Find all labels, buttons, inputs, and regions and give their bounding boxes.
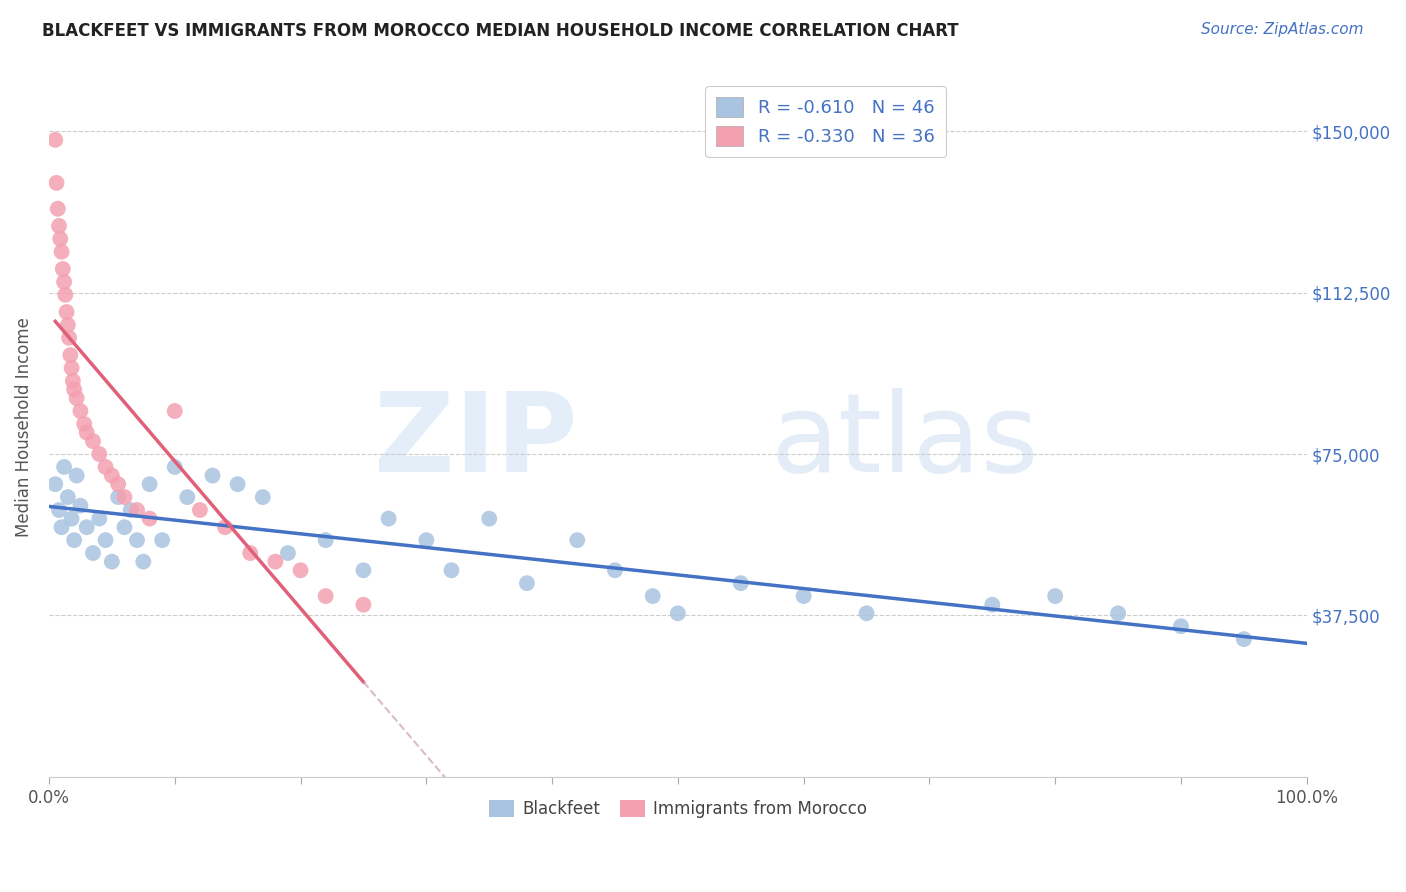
Point (46, 202, 69, 216)
Point (49, 232, 72, 246)
Point (53, 287, 76, 301)
Point (107, 490, 129, 504)
Point (82, 546, 104, 560)
Point (1170, 619, 1192, 633)
Point (59, 348, 82, 362)
Point (666, 607, 689, 621)
Point (264, 555, 287, 569)
Point (52, 262, 75, 277)
Point (125, 533, 148, 548)
Point (66, 391, 89, 405)
Point (567, 533, 589, 548)
Point (44, 133, 66, 147)
Point (101, 555, 124, 569)
Point (94, 460, 117, 475)
Point (163, 460, 186, 475)
Point (82, 434, 104, 449)
Point (94, 533, 117, 548)
Point (125, 503, 148, 517)
Point (63, 533, 86, 548)
Point (377, 511, 399, 525)
Point (55, 305, 77, 319)
Point (730, 576, 752, 591)
Point (107, 477, 129, 491)
Point (1045, 589, 1067, 603)
Point (252, 490, 274, 504)
Point (56, 318, 79, 332)
Point (163, 404, 186, 418)
Point (201, 468, 224, 483)
Point (603, 563, 626, 577)
Point (56, 490, 79, 504)
Point (1233, 632, 1256, 647)
Point (440, 563, 463, 577)
Point (290, 563, 312, 577)
Point (516, 576, 538, 591)
Point (188, 503, 211, 517)
Point (641, 589, 664, 603)
Point (66, 468, 89, 483)
Point (132, 555, 155, 569)
Point (352, 598, 374, 612)
Point (176, 490, 198, 504)
Point (76, 425, 98, 440)
Point (60, 511, 83, 525)
Point (855, 607, 877, 621)
Point (150, 533, 173, 548)
Point (60, 361, 83, 376)
Point (239, 546, 262, 560)
Point (53, 460, 76, 475)
Point (793, 589, 815, 603)
Point (45, 176, 67, 190)
Text: atlas: atlas (770, 388, 1039, 495)
Point (76, 520, 98, 534)
Point (73, 417, 96, 431)
Point (89, 447, 111, 461)
Point (51, 520, 73, 534)
Point (51, 244, 73, 259)
Point (69, 499, 91, 513)
Point (53, 275, 76, 289)
Point (315, 589, 337, 603)
Point (315, 533, 337, 548)
Point (138, 477, 160, 491)
Point (120, 503, 142, 517)
Point (226, 477, 249, 491)
Point (277, 546, 299, 560)
Point (114, 520, 136, 534)
Point (58, 331, 80, 345)
Point (101, 468, 124, 483)
Point (1107, 607, 1129, 621)
Y-axis label: Median Household Income: Median Household Income (15, 318, 32, 537)
Point (69, 404, 91, 418)
Point (138, 511, 160, 525)
Legend: Blackfeet, Immigrants from Morocco: Blackfeet, Immigrants from Morocco (482, 793, 873, 824)
Point (44, 477, 66, 491)
Text: BLACKFEET VS IMMIGRANTS FROM MOROCCO MEDIAN HOUSEHOLD INCOME CORRELATION CHART: BLACKFEET VS IMMIGRANTS FROM MOROCCO MED… (42, 22, 959, 40)
Point (478, 511, 501, 525)
Point (114, 490, 136, 504)
Text: Source: ZipAtlas.com: Source: ZipAtlas.com (1201, 22, 1364, 37)
Point (214, 520, 236, 534)
Text: ZIP: ZIP (374, 388, 578, 495)
Point (352, 563, 374, 577)
Point (48, 503, 70, 517)
Point (415, 533, 437, 548)
Point (48, 219, 70, 233)
Point (62, 374, 84, 388)
Point (63, 383, 86, 397)
Point (981, 598, 1004, 612)
Point (89, 511, 111, 525)
